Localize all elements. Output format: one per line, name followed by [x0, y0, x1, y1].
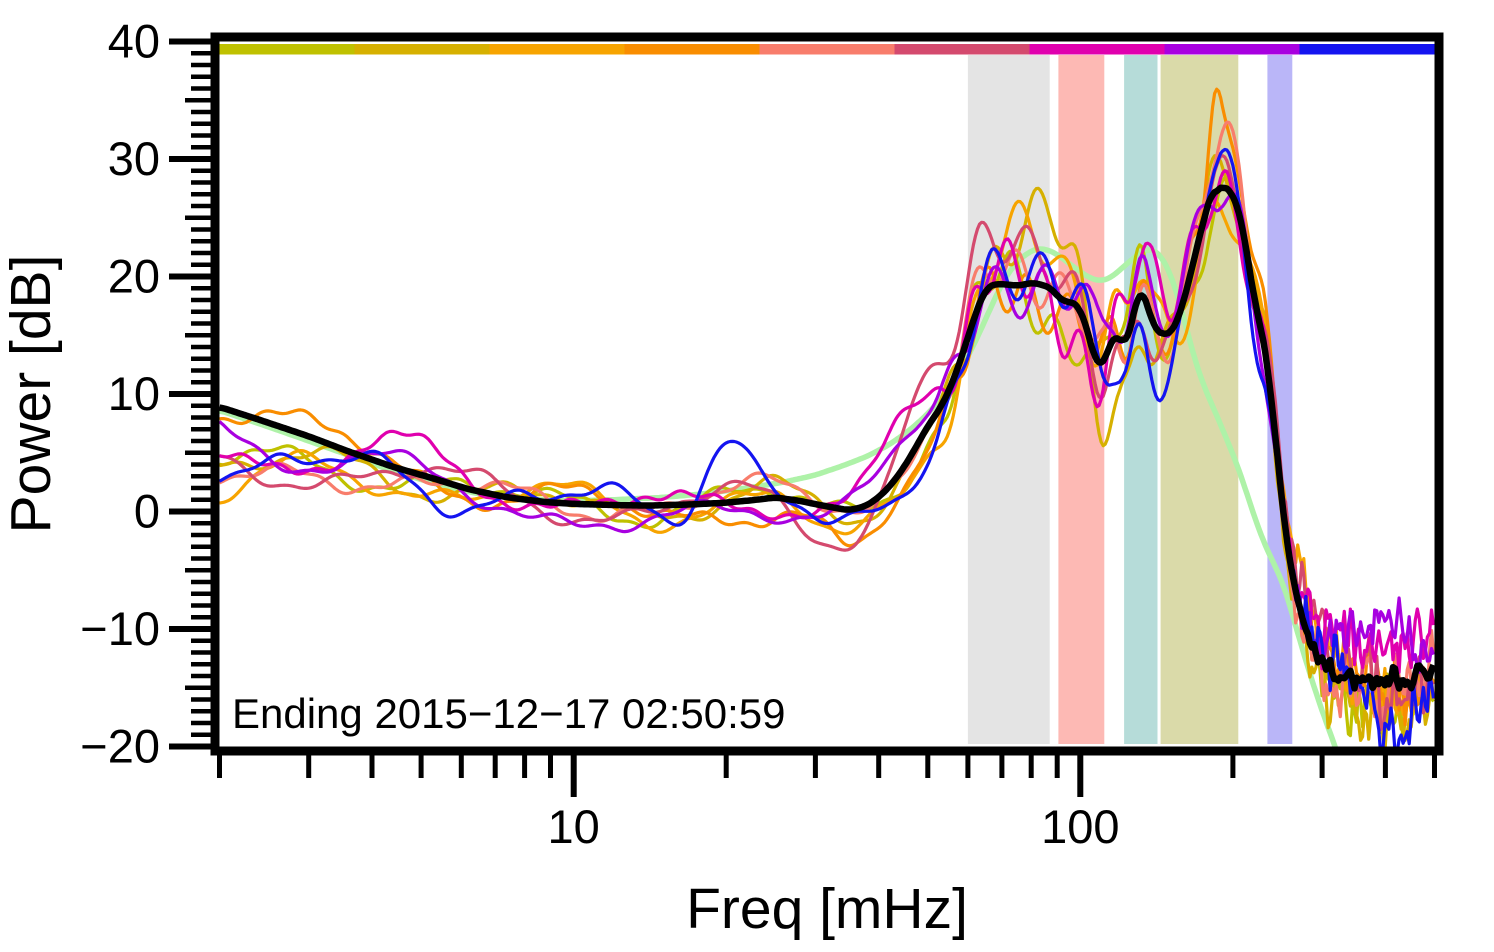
band-pink: [1058, 55, 1105, 744]
x-axis-title: Freq [mHz]: [686, 877, 968, 941]
x-tick-label-100: 100: [1041, 800, 1119, 853]
spectra-curves: [219, 87, 1435, 747]
colorbar-segment-4: [624, 44, 761, 55]
colorbar-segment-9: [1299, 44, 1436, 55]
y-tick-label-30: 30: [108, 132, 160, 185]
axis-ticks: [169, 38, 1437, 797]
colorbar-segment-6: [894, 44, 1031, 55]
spectrum-6: [219, 154, 1435, 731]
colorbar-segment-3: [489, 44, 626, 55]
y-tick-label--20: −20: [80, 720, 160, 773]
y-tick-label--10: −10: [80, 602, 160, 655]
colorbar-segment-7: [1029, 44, 1166, 55]
spectrum-9: [219, 147, 1435, 747]
frequency-colorbar: [219, 44, 1436, 55]
annotation-ending-time: Ending 2015−12−17 02:50:59: [232, 690, 786, 737]
band-gray: [967, 55, 1050, 744]
colorbar-segment-2: [354, 44, 491, 55]
spectrum-5: [219, 120, 1435, 732]
y-tick-label-0: 0: [134, 485, 160, 538]
y-axis-title: Power [dB]: [0, 255, 63, 534]
y-tick-label-20: 20: [108, 250, 160, 303]
band-teal: [1124, 55, 1158, 744]
spectrum-3: [219, 196, 1435, 724]
y-tick-label-10: 10: [108, 367, 160, 420]
x-tick-label-10: 10: [548, 800, 600, 853]
mean-spectrum: [219, 184, 1435, 692]
highlight-bands: [967, 55, 1293, 744]
colorbar-segment-1: [219, 44, 356, 55]
spectrum-4: [219, 87, 1435, 727]
colorbar-segment-8: [1164, 44, 1301, 55]
plot-frame: [210, 32, 1444, 756]
colorbar-segment-5: [759, 44, 896, 55]
y-tick-label-40: 40: [108, 15, 160, 68]
